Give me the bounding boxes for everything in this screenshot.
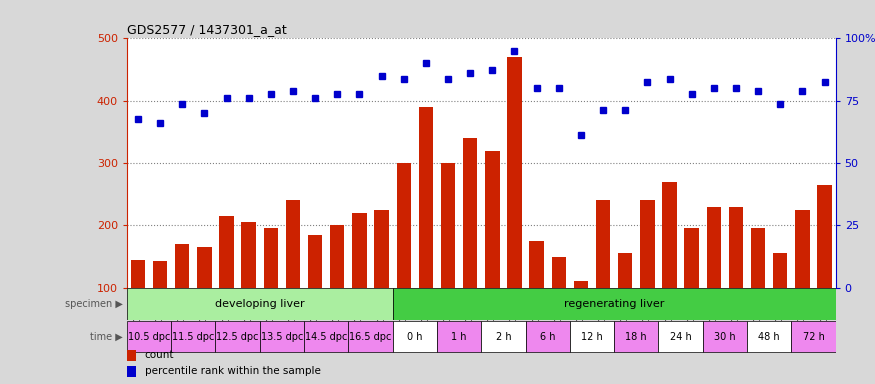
Bar bbox=[197, 247, 212, 288]
Bar bbox=[130, 260, 145, 288]
Bar bbox=[703, 321, 747, 352]
Text: percentile rank within the sample: percentile rank within the sample bbox=[144, 366, 320, 376]
Text: 1 h: 1 h bbox=[452, 332, 467, 342]
Text: 18 h: 18 h bbox=[626, 332, 648, 342]
Bar bbox=[286, 200, 300, 288]
Text: 6 h: 6 h bbox=[540, 332, 556, 342]
Bar bbox=[330, 225, 345, 288]
Bar bbox=[220, 216, 234, 288]
Text: GDS2577 / 1437301_a_at: GDS2577 / 1437301_a_at bbox=[127, 23, 287, 36]
Bar bbox=[396, 163, 411, 288]
Text: 12 h: 12 h bbox=[581, 332, 603, 342]
Bar bbox=[729, 207, 743, 288]
Bar bbox=[304, 321, 348, 352]
Bar bbox=[529, 241, 544, 288]
Bar bbox=[659, 321, 703, 352]
Bar bbox=[260, 321, 304, 352]
Text: regenerating liver: regenerating liver bbox=[564, 299, 664, 309]
Bar bbox=[773, 253, 788, 288]
Bar bbox=[640, 200, 654, 288]
Bar bbox=[795, 210, 809, 288]
Text: 16.5 dpc: 16.5 dpc bbox=[349, 332, 392, 342]
Bar bbox=[596, 200, 610, 288]
Text: 48 h: 48 h bbox=[759, 332, 780, 342]
Bar bbox=[353, 213, 367, 288]
Bar bbox=[662, 182, 676, 288]
Bar bbox=[817, 185, 832, 288]
Text: time ▶: time ▶ bbox=[90, 332, 123, 342]
Bar bbox=[684, 228, 699, 288]
Bar bbox=[507, 57, 522, 288]
Bar bbox=[485, 151, 500, 288]
Bar bbox=[127, 321, 172, 352]
Bar bbox=[551, 257, 566, 288]
Text: 14.5 dpc: 14.5 dpc bbox=[305, 332, 347, 342]
Text: count: count bbox=[144, 350, 174, 360]
Bar bbox=[791, 321, 836, 352]
Bar bbox=[570, 321, 614, 352]
Text: 0 h: 0 h bbox=[407, 332, 423, 342]
Text: developing liver: developing liver bbox=[215, 299, 304, 309]
Bar bbox=[574, 281, 588, 288]
Bar bbox=[418, 107, 433, 288]
Bar bbox=[437, 321, 481, 352]
Text: 11.5 dpc: 11.5 dpc bbox=[172, 332, 214, 342]
Bar bbox=[172, 321, 215, 352]
Bar bbox=[481, 321, 526, 352]
Bar bbox=[463, 138, 478, 288]
Bar bbox=[215, 321, 260, 352]
Bar bbox=[263, 228, 278, 288]
Bar bbox=[618, 253, 633, 288]
Bar bbox=[175, 244, 190, 288]
Bar bbox=[441, 163, 455, 288]
Text: 72 h: 72 h bbox=[802, 332, 824, 342]
Bar bbox=[127, 350, 136, 361]
Bar bbox=[393, 321, 437, 352]
Bar bbox=[393, 288, 836, 319]
Bar bbox=[751, 228, 766, 288]
Bar bbox=[747, 321, 791, 352]
Bar bbox=[127, 366, 136, 377]
Bar bbox=[308, 235, 322, 288]
Bar bbox=[242, 222, 256, 288]
Bar bbox=[707, 207, 721, 288]
Text: 10.5 dpc: 10.5 dpc bbox=[128, 332, 171, 342]
Bar bbox=[153, 261, 167, 288]
Text: 12.5 dpc: 12.5 dpc bbox=[216, 332, 259, 342]
Text: 13.5 dpc: 13.5 dpc bbox=[261, 332, 303, 342]
Text: 30 h: 30 h bbox=[714, 332, 736, 342]
Text: 2 h: 2 h bbox=[495, 332, 511, 342]
Text: 24 h: 24 h bbox=[669, 332, 691, 342]
Bar bbox=[526, 321, 570, 352]
Bar bbox=[348, 321, 393, 352]
Bar bbox=[127, 288, 393, 319]
Bar bbox=[374, 210, 388, 288]
Text: specimen ▶: specimen ▶ bbox=[65, 299, 123, 309]
Bar bbox=[614, 321, 659, 352]
